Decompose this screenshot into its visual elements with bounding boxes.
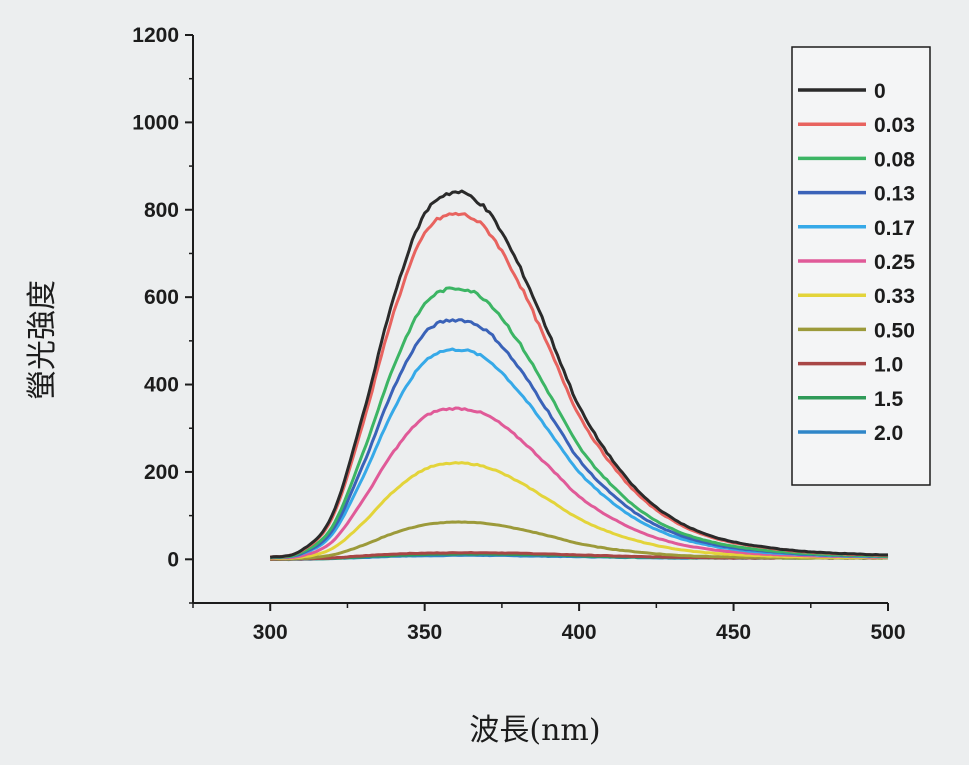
y-axis-title: 螢光強度: [25, 280, 60, 400]
series-lines: [269, 189, 889, 562]
x-tick-label: 500: [870, 621, 905, 644]
y-tick-label: 600: [144, 286, 179, 309]
x-tick-label: 400: [562, 621, 597, 644]
legend: 0 0.03 0.08 0.13 0.17 0.25 0.33 0.50 1.0 1.5 2.0: [791, 46, 931, 486]
y-tick-label: 1200: [132, 24, 179, 47]
y-tick-label: 0: [167, 548, 179, 571]
legend-label: 1.0: [874, 354, 903, 377]
legend-box: [791, 46, 931, 486]
y-tick-label: 200: [144, 461, 179, 484]
legend-label: 0: [874, 80, 886, 103]
legend-label: 0.33: [874, 285, 915, 308]
legend-label: 0.17: [874, 217, 915, 240]
axis-ticks: 0 200 400 600 800 1000 1200 300 350 400 450 500: [132, 24, 905, 644]
x-axis-title: 波長(nm): [469, 713, 600, 748]
legend-label: 0.50: [874, 319, 915, 342]
series-line-0-33: [270, 461, 888, 560]
legend-items: 0 0.03 0.08 0.13 0.17 0.25 0.33 0.50 1.0 1.5 2.0: [798, 80, 915, 445]
x-tick-label: 450: [716, 621, 751, 644]
y-tick-label: 400: [144, 374, 179, 397]
legend-label: 0.08: [874, 148, 915, 171]
x-tick-label: 350: [407, 621, 442, 644]
legend-label: 0.13: [874, 183, 915, 206]
y-tick-label: 1000: [132, 111, 179, 134]
legend-label: 0.25: [874, 251, 915, 274]
legend-label: 2.0: [874, 422, 903, 445]
legend-label: 1.5: [874, 388, 904, 411]
axes: [192, 35, 888, 604]
legend-label: 0.03: [874, 114, 915, 137]
y-tick-label: 800: [144, 199, 179, 222]
series-line-0: [269, 189, 888, 559]
series-line-0-08: [270, 286, 889, 559]
x-tick-label: 300: [253, 621, 288, 644]
